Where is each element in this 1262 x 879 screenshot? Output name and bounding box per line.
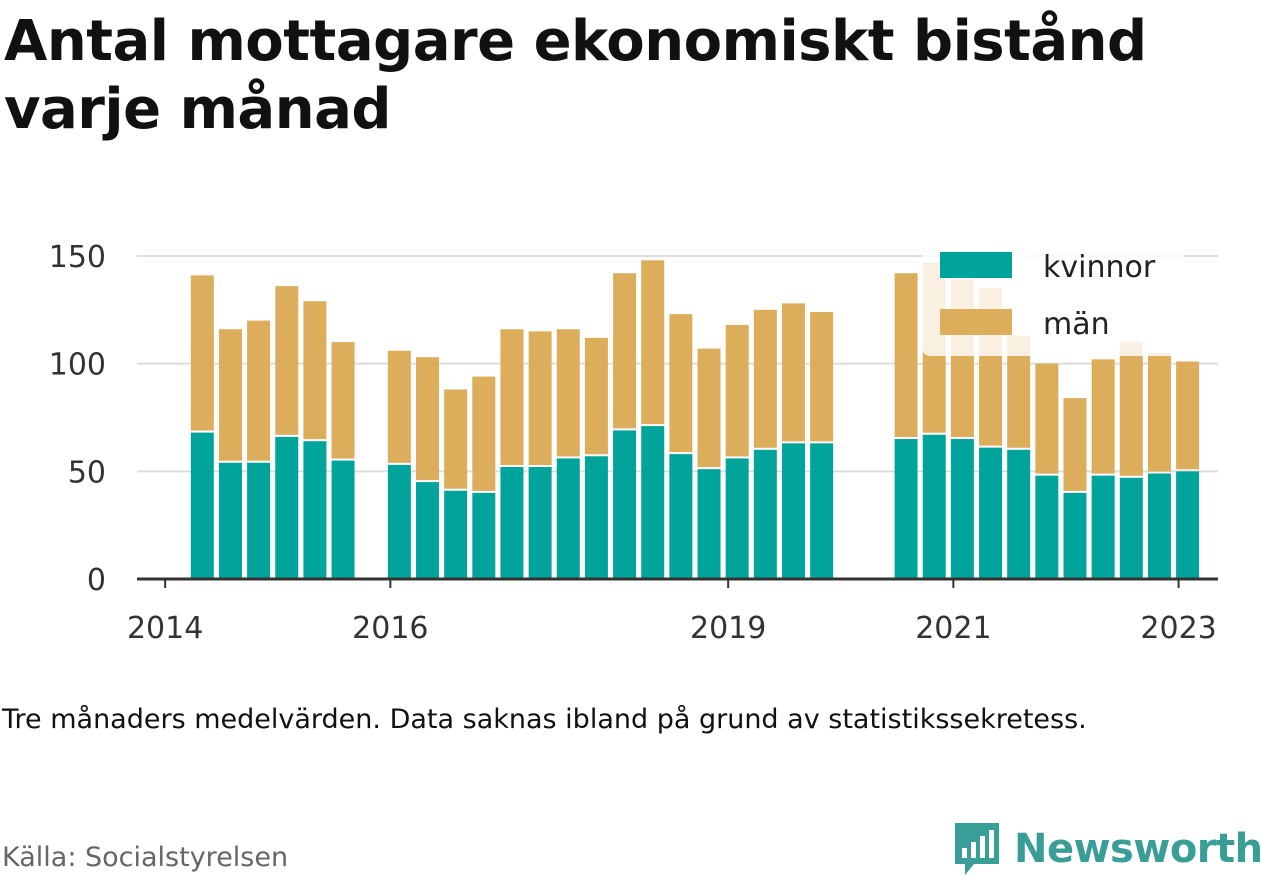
source-text: Källa: Socialstyrelsen <box>2 842 289 873</box>
bar-kvinnor <box>190 432 214 579</box>
bar-kvinnor <box>922 434 946 579</box>
bar-kvinnor <box>528 467 552 579</box>
bar-man <box>725 324 749 457</box>
bar-man <box>641 260 665 425</box>
bar-kvinnor <box>416 482 440 579</box>
x-tick-label: 2014 <box>127 611 203 646</box>
bar-man <box>472 376 496 491</box>
bar-kvinnor <box>725 458 749 579</box>
bar-kvinnor <box>387 464 411 579</box>
y-tick-label: 150 <box>49 240 106 275</box>
bar-kvinnor <box>1007 449 1031 579</box>
bar-man <box>894 273 918 438</box>
bar-man <box>584 337 608 455</box>
bar-kvinnor <box>1147 473 1171 579</box>
bar-man <box>218 329 242 461</box>
x-ticks: 2014 2016 2019 2021 2023 <box>127 579 1217 646</box>
x-tick-label: 2023 <box>1140 611 1216 646</box>
x-tick-label: 2021 <box>915 611 991 646</box>
bar-man <box>275 286 299 435</box>
bar-kvinnor <box>894 439 918 579</box>
bar-kvinnor <box>1063 492 1087 579</box>
bar-man <box>697 348 721 468</box>
legend-swatch-kvinnor <box>940 252 1012 278</box>
bar-kvinnor <box>950 439 974 579</box>
y-tick-label: 50 <box>68 455 106 490</box>
bar-kvinnor <box>753 449 777 579</box>
bar-man <box>1176 361 1200 470</box>
bar-man <box>613 273 637 429</box>
bar-man <box>781 303 805 442</box>
y-tick-labels: 0 50 100 150 <box>49 240 106 598</box>
bar-man <box>1147 352 1171 472</box>
bar-man <box>444 389 468 489</box>
newsworthy-logo: Newsworthy <box>952 820 1262 878</box>
bar-kvinnor <box>810 443 834 579</box>
bar-man <box>500 329 524 466</box>
newsworthy-logo-icon <box>955 823 999 875</box>
bar-kvinnor <box>613 430 637 579</box>
bar-man <box>416 357 440 481</box>
bar-man <box>810 311 834 442</box>
chart: 0 50 100 150 2014 2016 2019 2021 2023 kvinnor m… <box>48 232 1218 646</box>
bar-man <box>528 331 552 466</box>
bar-man <box>387 350 411 463</box>
bar-kvinnor <box>1176 471 1200 579</box>
bar-kvinnor <box>1091 475 1115 579</box>
legend-swatch-man <box>940 309 1012 335</box>
chart-note: Tre månaders medelvärden. Data saknas ib… <box>2 704 1087 735</box>
legend: kvinnor män <box>922 232 1184 356</box>
bar-kvinnor <box>472 492 496 579</box>
bar-man <box>1119 342 1143 476</box>
bar-man <box>1007 335 1031 448</box>
bar-kvinnor <box>1035 475 1059 579</box>
bar-man <box>1035 363 1059 474</box>
bar-kvinnor <box>303 441 327 579</box>
bar-kvinnor <box>444 490 468 579</box>
chart-title: Antal mottagare ekonomiskt bistånd varje… <box>4 9 1147 142</box>
bar-kvinnor <box>641 426 665 579</box>
bar-kvinnor <box>669 454 693 579</box>
bar-man <box>1091 359 1115 474</box>
legend-label-man: män <box>1043 307 1110 342</box>
x-tick-label: 2016 <box>352 611 428 646</box>
bar-man <box>331 342 355 459</box>
bar-kvinnor <box>500 467 524 579</box>
bar-kvinnor <box>556 458 580 579</box>
bar-kvinnor <box>331 460 355 579</box>
bar-man <box>753 309 777 448</box>
brand-name: Newsworthy <box>1014 826 1262 872</box>
x-tick-label: 2019 <box>690 611 766 646</box>
y-tick-label: 100 <box>49 348 106 383</box>
bar-man <box>556 329 580 457</box>
bar-kvinnor <box>584 456 608 579</box>
bar-man <box>669 314 693 453</box>
bar-kvinnor <box>275 436 299 579</box>
bar-kvinnor <box>247 462 271 579</box>
bar-man <box>1063 398 1087 491</box>
bar-man <box>247 320 271 461</box>
bar-kvinnor <box>697 469 721 579</box>
bar-kvinnor <box>1119 477 1143 579</box>
legend-label-kvinnor: kvinnor <box>1043 250 1156 285</box>
bar-kvinnor <box>218 462 242 579</box>
bar-kvinnor <box>979 447 1003 579</box>
bar-man <box>190 275 214 431</box>
bar-kvinnor <box>781 443 805 579</box>
bar-man <box>303 301 327 440</box>
y-tick-label: 0 <box>87 563 106 598</box>
